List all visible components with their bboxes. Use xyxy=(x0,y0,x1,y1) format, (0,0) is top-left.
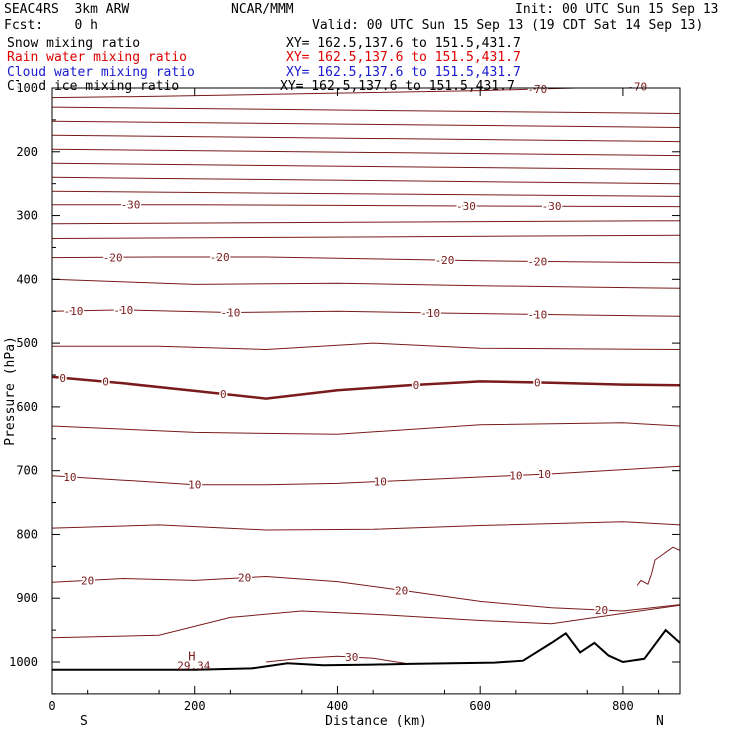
contour-line-9 xyxy=(52,278,680,289)
isotherm--70-label-0: -70 xyxy=(527,83,547,96)
isotherm-30-line xyxy=(266,655,409,665)
y-tick-label-400: 400 xyxy=(16,272,38,286)
isotherm--30-label-1: -30 xyxy=(456,200,476,213)
isotherm--20-label-3: -20 xyxy=(527,255,547,268)
isotherm--10-label-0: -10 xyxy=(63,305,83,318)
isotherm-0-label-1: 0 xyxy=(102,376,109,389)
contour-line-5 xyxy=(52,176,680,185)
isotherm-10-label-4: 10 xyxy=(538,468,551,481)
isotherm--30-label-2: -30 xyxy=(542,200,562,213)
x-axis-label: Distance (km) xyxy=(325,714,427,729)
cloud-field-xy: XY= 162.5,137.6 to 151.5,431.7 xyxy=(286,65,521,80)
x-tick-label-400: 400 xyxy=(327,699,349,713)
rain-field-name: Rain water mixing ratio xyxy=(7,50,188,65)
snow-field-xy: XY= 162.5,137.6 to 151.5,431.7 xyxy=(286,36,521,51)
contour-side-curve xyxy=(636,546,680,586)
north-end-label: N xyxy=(656,714,664,729)
init-label: Init: 00 UTC Sun 15 Sep 13 xyxy=(515,2,719,17)
isotherm-0-line xyxy=(52,375,680,400)
y-tick-label-300: 300 xyxy=(16,209,38,223)
cloud-field-name: Cloud water mixing ratio xyxy=(7,65,195,80)
isotherm-10-label-1: 10 xyxy=(188,479,201,492)
isotherm--70-label-1: -70 xyxy=(627,81,647,94)
plot-frame xyxy=(51,87,681,695)
contour-line-7 xyxy=(52,220,680,225)
x-tick-label-0: 0 xyxy=(48,699,55,713)
y-tick-label-100: 100 xyxy=(16,81,38,95)
isotherm--10-label-1: -10 xyxy=(113,304,133,317)
isotherm--70-line xyxy=(52,88,596,99)
isotherm--10-label-4: -10 xyxy=(527,308,547,321)
extremum-value-label: 29.34 xyxy=(177,659,210,672)
contour-layer xyxy=(52,88,680,665)
y-tick-label-600: 600 xyxy=(16,400,38,414)
isotherm-0-label-4: 0 xyxy=(534,376,541,389)
isotherm-10-label-3: 10 xyxy=(509,469,522,482)
terrain-line xyxy=(52,628,680,671)
model-label: SEAC4RS 3km ARW xyxy=(4,2,130,17)
x-tick-label-200: 200 xyxy=(184,699,206,713)
y-tick-label-900: 900 xyxy=(16,591,38,605)
isotherm--10-label-3: -10 xyxy=(420,307,440,320)
contour-line-2 xyxy=(52,134,680,143)
isotherm-20-line xyxy=(52,575,680,612)
contour-line-10 xyxy=(52,342,680,351)
y-tick-label-500: 500 xyxy=(16,336,38,350)
isotherm-20-label-0: 20 xyxy=(81,574,94,587)
south-end-label: S xyxy=(80,714,88,729)
y-tick-label-700: 700 xyxy=(16,464,38,478)
isotherm-10-label-2: 10 xyxy=(374,476,387,489)
isotherm--30-label-0: -30 xyxy=(121,199,141,212)
isotherm--20-label-1: -20 xyxy=(210,251,230,264)
y-tick-label-200: 200 xyxy=(16,145,38,159)
isotherm-20-label-2: 20 xyxy=(395,584,408,597)
contour-line-6 xyxy=(52,190,680,197)
y-tick-label-800: 800 xyxy=(16,527,38,541)
contour-line-4 xyxy=(52,162,680,171)
x-tick-label-600: 600 xyxy=(469,699,491,713)
isotherm-20-label-1: 20 xyxy=(238,572,251,585)
contour-line-11 xyxy=(52,422,680,435)
isotherm-30-label-0: 30 xyxy=(345,651,358,664)
rain-field-xy: XY= 162.5,137.6 to 151.5,431.7 xyxy=(286,50,521,65)
isotherm-10-label-0: 10 xyxy=(63,471,76,484)
isotherm--20-label-0: -20 xyxy=(103,251,123,264)
isotherm--20-line xyxy=(52,256,680,264)
extremum-h-label: H xyxy=(188,650,195,664)
isotherm-10-line xyxy=(52,465,680,486)
contour-line-3 xyxy=(52,148,680,157)
isotherm--20-label-2: -20 xyxy=(435,254,455,267)
snow-field-name: Snow mixing ratio xyxy=(7,36,141,51)
terrain-layer xyxy=(52,628,680,671)
isotherm-0-label-0: 0 xyxy=(59,372,66,385)
y-axis-label: Pressure (hPa) xyxy=(3,336,18,446)
isotherm--10-line xyxy=(52,309,680,317)
ice-field-xy: XY= 162.5,137.6 to 151.5,431.7 xyxy=(280,79,515,94)
isotherm-0-label-2: 0 xyxy=(220,388,227,401)
contour-label-layer: -70 -70 -30 -30 -30 -20 -20 -20 -20 -10 -10 -10 -10 -… xyxy=(58,79,649,666)
org-label: NCAR/MMM xyxy=(231,2,294,17)
contour-line-0 xyxy=(52,106,680,114)
isotherm-0-label-3: 0 xyxy=(413,379,420,392)
fcst-label: Fcst: 0 h xyxy=(4,18,98,33)
contour-line-12 xyxy=(52,521,680,531)
isotherm-20-label-3: 20 xyxy=(595,604,608,617)
contour-line-8 xyxy=(52,234,680,239)
contour-line-13 xyxy=(52,604,680,639)
isotherm--10-label-2: -10 xyxy=(220,306,240,319)
isotherm--30-line xyxy=(52,204,680,208)
y-tick-label-1000: 1000 xyxy=(9,655,38,669)
ice-field-name: Cloud ice mixing ratio xyxy=(7,79,180,94)
valid-label: Valid: 00 UTC Sun 15 Sep 13 (19 CDT Sat … xyxy=(312,18,704,33)
x-tick-label-800: 800 xyxy=(612,699,634,713)
contour-line-1 xyxy=(52,120,680,128)
